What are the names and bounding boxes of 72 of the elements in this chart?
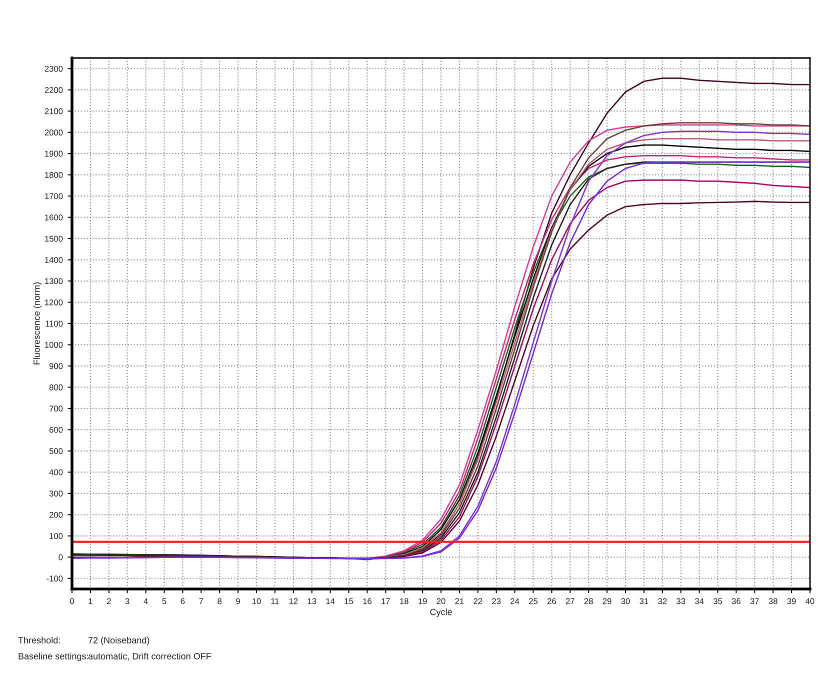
y-tick-label: 300: [49, 490, 63, 497]
x-tick-label: 19: [418, 598, 427, 604]
x-tick-label: 28: [584, 598, 593, 604]
y-tick-label: 500: [49, 448, 63, 454]
x-tick-label: 36: [732, 598, 740, 604]
x-tick-label: 9: [236, 598, 240, 604]
x-tick-label: 11: [271, 598, 279, 604]
y-tick-label: 1500: [45, 236, 63, 242]
x-tick-label: 40: [806, 598, 814, 604]
x-tick-label: 7: [199, 598, 204, 604]
y-tick-label: 1700: [45, 193, 63, 200]
y-tick-label: 400: [49, 469, 63, 476]
x-tick-label: 5: [162, 598, 166, 604]
text: Threshold:: [18, 636, 60, 644]
x-tick-label: 38: [768, 598, 778, 604]
y-tick-label: 1800: [45, 172, 63, 178]
x-tick-label: 0: [70, 598, 74, 604]
y-tick-label: 0: [58, 554, 63, 560]
x-tick-label: 4: [144, 598, 148, 604]
x-tick-label: 21: [455, 598, 464, 604]
x-tick-label: 13: [308, 598, 316, 604]
text: 72 (Noiseband): [88, 636, 150, 646]
y-axis-title: Fluorescence (norm): [33, 282, 42, 364]
y-tick-label: 900: [49, 363, 63, 370]
x-tick-label: 18: [400, 598, 408, 604]
y-tick-label: 700: [49, 406, 63, 412]
y-tick-label: 2000: [44, 130, 63, 136]
x-tick-label: 29: [602, 598, 612, 604]
x-axis-title: Cycle: [430, 608, 452, 617]
x-tick-label: 10: [252, 598, 261, 604]
x-tick-label: 35: [713, 598, 722, 604]
y-tick-label: 2200: [44, 87, 63, 93]
x-tick-label: 1: [88, 598, 92, 604]
x-tick-label: 33: [676, 598, 686, 604]
y-tick-label: 2100: [44, 108, 63, 114]
text: automatic, Drift correction OFF: [88, 652, 212, 660]
x-tick-label: 12: [289, 598, 298, 604]
x-tick-label: 32: [658, 598, 667, 604]
x-tick-label: 8: [218, 598, 222, 604]
y-tick-label: 1100: [46, 320, 63, 327]
x-tick-label: 15: [344, 598, 354, 604]
y-tick-label: 600: [49, 426, 63, 433]
x-tick-label: 22: [474, 598, 482, 604]
x-tick-label: 23: [492, 598, 501, 604]
y-tick-label: 1900: [45, 150, 63, 157]
y-tick-label: 1000: [45, 342, 63, 348]
y-tick-label: 200: [49, 512, 63, 518]
x-tick-label: 25: [529, 598, 538, 604]
x-tick-label: 37: [750, 598, 759, 604]
x-tick-label: 30: [621, 598, 630, 604]
y-tick-label: 800: [49, 384, 63, 390]
x-tick-label: 39: [787, 598, 796, 604]
x-tick-label: 17: [382, 598, 390, 604]
x-tick-label: 34: [694, 598, 704, 604]
y-tick-label: 100: [50, 533, 63, 539]
y-tick-label: 1200: [45, 299, 63, 306]
x-tick-label: 31: [640, 598, 648, 604]
x-tick-label: 20: [436, 598, 446, 604]
x-tick-label: 24: [510, 598, 520, 604]
x-tick-label: 27: [566, 598, 574, 604]
x-tick-label: 14: [326, 598, 335, 604]
y-tick-label: -100: [46, 576, 63, 582]
x-tick-label: 16: [363, 598, 372, 604]
x-tick-label: 3: [125, 598, 130, 604]
text: Baseline settings:: [18, 652, 88, 662]
y-tick-label: 1400: [45, 256, 63, 263]
y-tick-label: 2300: [44, 66, 63, 72]
x-tick-label: 26: [547, 598, 556, 604]
x-tick-label: 2: [107, 598, 111, 604]
y-tick-label: 1600: [45, 214, 63, 220]
x-tick-label: 6: [180, 598, 185, 604]
y-tick-label: 1300: [45, 278, 63, 284]
